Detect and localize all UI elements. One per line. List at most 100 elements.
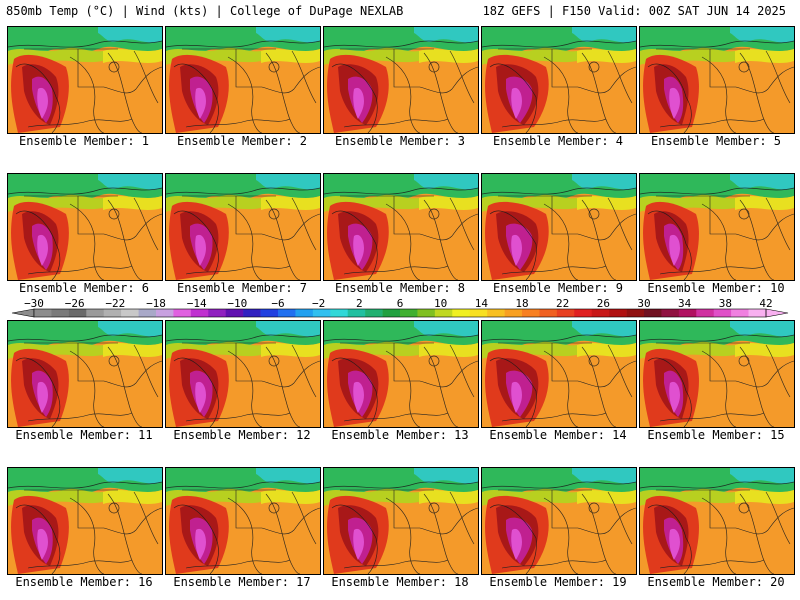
colorbar-segment [696, 309, 715, 317]
ensemble-member-map [7, 173, 163, 281]
ensemble-member-label: Ensemble Member: 17 [173, 575, 311, 589]
colorbar-segment [365, 309, 383, 317]
colorbar-tick-label: −2 [312, 297, 325, 310]
ensemble-member-map [639, 173, 795, 281]
colorbar-segment [243, 309, 261, 317]
colorbar-segment [644, 309, 662, 317]
ensemble-member-map [481, 320, 637, 428]
colorbar-segment [190, 309, 209, 317]
ensemble-member-label: Ensemble Member: 9 [492, 281, 624, 295]
colorbar-tick-label: −6 [271, 297, 284, 310]
ensemble-member-label: Ensemble Member: 12 [173, 428, 311, 442]
colorbar-high-arrow [765, 308, 789, 318]
colorbar-segment [156, 309, 174, 317]
ensemble-member-map [323, 26, 479, 134]
ensemble-member-label: Ensemble Member: 16 [15, 575, 153, 589]
colorbar-tick-label: 18 [515, 297, 528, 310]
ensemble-member-map [323, 467, 479, 575]
colorbar-segment [748, 309, 767, 317]
ensemble-member-label: Ensemble Member: 5 [650, 134, 782, 148]
colorbar-segment [522, 309, 540, 317]
ensemble-member-map [165, 26, 321, 134]
colorbar-segment [400, 309, 418, 317]
ensemble-member-map [323, 173, 479, 281]
colorbar-tick-label: 2 [356, 297, 363, 310]
colorbar-segment [591, 309, 610, 317]
ensemble-member-label: Ensemble Member: 18 [331, 575, 469, 589]
colorbar-segment [208, 309, 227, 317]
colorbar-tick-label: 26 [597, 297, 610, 310]
colorbar-segment [731, 309, 749, 317]
ensemble-member-map [7, 467, 163, 575]
colorbar-tick-label: 38 [719, 297, 732, 310]
colorbar-tick-label: 10 [434, 297, 447, 310]
colorbar-tick-label: 14 [475, 297, 489, 310]
ensemble-member-map [165, 173, 321, 281]
colorbar-tick-label: −26 [65, 297, 85, 310]
colorbar-tick-label: −30 [24, 297, 44, 310]
ensemble-member-map [639, 467, 795, 575]
ensemble-member-label: Ensemble Member: 10 [647, 281, 785, 295]
ensemble-member-map [639, 26, 795, 134]
colorbar-segment [173, 309, 192, 317]
ensemble-member-label: Ensemble Member: 4 [492, 134, 624, 148]
colorbar-segment [68, 309, 87, 317]
colorbar-segment [417, 309, 436, 317]
colorbar-tick-label: 30 [637, 297, 650, 310]
colorbar-tick-label: 42 [759, 297, 772, 310]
colorbar-tick-label: −18 [146, 297, 166, 310]
ensemble-member-map [7, 320, 163, 428]
colorbar-segment [330, 309, 349, 317]
colorbar-segment [278, 309, 296, 317]
colorbar-segment [539, 309, 558, 317]
ensemble-member-label: Ensemble Member: 14 [489, 428, 627, 442]
colorbar-segment [713, 309, 732, 317]
temperature-colorbar: −30 −26 −22 −18 −14 −10 −6 −2 2 6 10 14 18 22 26 30 34 38… [11, 297, 789, 318]
ensemble-member-map [7, 26, 163, 134]
colorbar-segment [626, 309, 645, 317]
ensemble-member-label: Ensemble Member: 7 [176, 281, 308, 295]
colorbar-low-arrow [11, 308, 35, 318]
ensemble-member-map [165, 320, 321, 428]
colorbar-segment [347, 309, 366, 317]
ensemble-member-label: Ensemble Member: 3 [334, 134, 466, 148]
colorbar-segment [678, 309, 697, 317]
colorbar-tick-label: 34 [678, 297, 692, 310]
ensemble-member-map [481, 26, 637, 134]
colorbar-segment [312, 309, 331, 317]
colorbar-segment [225, 309, 244, 317]
ensemble-member-label: Ensemble Member: 8 [334, 281, 466, 295]
ensemble-member-label: Ensemble Member: 1 [18, 134, 150, 148]
colorbar-segment [86, 309, 105, 317]
colorbar-tick-label: −22 [105, 297, 125, 310]
ensemble-member-label: Ensemble Member: 6 [18, 281, 150, 295]
colorbar-tick-label: 22 [556, 297, 569, 310]
colorbar-tick-label: 6 [397, 297, 404, 310]
ensemble-member-label: Ensemble Member: 13 [331, 428, 469, 442]
ensemble-member-map [323, 320, 479, 428]
colorbar-segment [260, 309, 279, 317]
colorbar-segment [487, 309, 505, 317]
colorbar-segment [452, 309, 471, 317]
colorbar-tick-label: −10 [227, 297, 247, 310]
chart-title: 850mb Temp (°C) | Wind (kts) | College o… [6, 4, 404, 18]
run-valid-time: 18Z GEFS | F150 Valid: 00Z SAT JUN 14 20… [482, 4, 786, 18]
colorbar-segment [103, 309, 122, 317]
colorbar-segment [661, 309, 680, 317]
ensemble-member-map [165, 467, 321, 575]
ensemble-member-map [481, 467, 637, 575]
ensemble-member-map [639, 320, 795, 428]
colorbar-segment [51, 309, 70, 317]
colorbar-segment [469, 309, 488, 317]
ensemble-member-label: Ensemble Member: 11 [15, 428, 153, 442]
colorbar-segment [34, 309, 52, 317]
ensemble-member-label: Ensemble Member: 15 [647, 428, 785, 442]
ensemble-member-label: Ensemble Member: 20 [647, 575, 785, 589]
colorbar-segment [121, 309, 139, 317]
colorbar-segment [382, 309, 401, 317]
colorbar-segment [434, 309, 453, 317]
colorbar-segment [138, 309, 157, 317]
ensemble-member-map [481, 173, 637, 281]
colorbar-segment [574, 309, 593, 317]
colorbar-segment [504, 309, 523, 317]
